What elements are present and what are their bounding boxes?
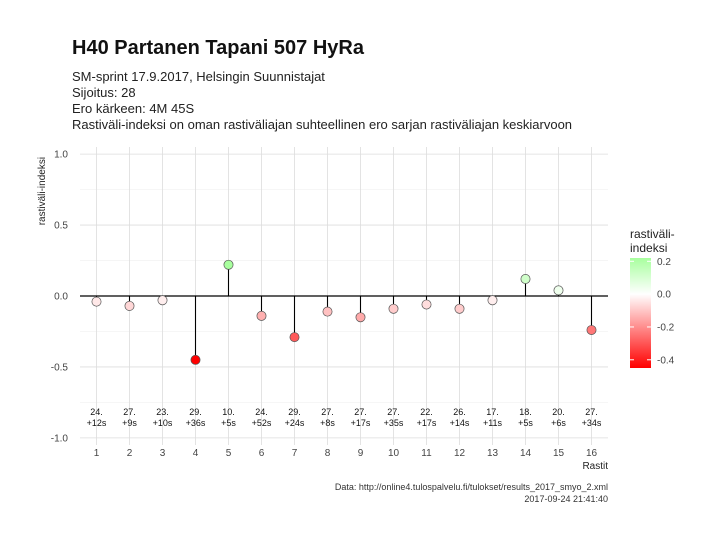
chart-header: H40 Partanen Tapani 507 HyRa SM-sprint 1… (72, 37, 572, 132)
subtitle-line-2: Sijoitus: 28 (72, 85, 136, 100)
point-rank-label: 27. (585, 407, 598, 417)
point-rank-label: 24. (90, 407, 103, 417)
point-diff-label: +24s (285, 418, 305, 428)
color-legend: rastiväli-indeksi 0.2 0.0 -0.2 -0.4 (630, 227, 675, 368)
subtitle-line-1: SM-sprint 17.9.2017, Helsingin Suunnista… (72, 69, 325, 84)
data-point (223, 259, 234, 270)
point-rank-label: 29. (189, 407, 202, 417)
y-tick-label: 1.0 (54, 150, 68, 161)
point-diff-label: +6s (551, 418, 566, 428)
x-tick-label: 13 (487, 448, 499, 459)
data-point (157, 295, 168, 306)
point-rank-label: 27. (354, 407, 367, 417)
legend-title-line-1: rastiväli- (630, 227, 675, 241)
data-point (91, 296, 102, 307)
point-rank-label: 17. (486, 407, 499, 417)
point-rank-label: 18. (519, 407, 532, 417)
point-diff-label: +36s (186, 418, 206, 428)
y-tick-label: -1.0 (51, 433, 69, 444)
data-point (355, 312, 366, 323)
data-point (520, 274, 531, 284)
point-diff-label: +52s (252, 418, 272, 428)
point-rank-label: 29. (288, 407, 301, 417)
point-rank-label: 27. (321, 407, 334, 417)
x-tick-label: 8 (325, 448, 331, 459)
data-point (190, 354, 201, 365)
chart-title: H40 Partanen Tapani 507 HyRa (72, 37, 365, 59)
x-tick-label: 7 (292, 448, 298, 459)
x-tick-label: 15 (553, 448, 565, 459)
legend-colorbar (630, 258, 651, 368)
x-tick-label: 9 (358, 448, 364, 459)
point-diff-label: +35s (384, 418, 404, 428)
point-diff-label: +12s (87, 418, 107, 428)
y-tick-label: 0.0 (54, 292, 68, 303)
x-axis-title: Rastit (582, 461, 608, 472)
chart-caption: Data: http://online4.tulospalvelu.fi/tul… (335, 482, 608, 504)
point-rank-label: 26. (453, 407, 466, 417)
legend-tick-label: -0.2 (657, 322, 675, 333)
data-point (256, 310, 267, 321)
data-point (124, 300, 135, 311)
data-point (487, 295, 498, 306)
data-point (289, 332, 300, 343)
point-diff-label: +11s (483, 418, 503, 428)
x-tick-label: 2 (127, 448, 133, 459)
y-tick-label: -0.5 (51, 362, 69, 373)
point-rank-label: 27. (123, 407, 136, 417)
point-rank-label: 23. (156, 407, 169, 417)
subtitle-line-3: Ero kärkeen: 4M 45S (72, 101, 194, 116)
point-diff-label: +5s (221, 418, 236, 428)
caption-timestamp: 2017-09-24 21:41:40 (524, 494, 608, 504)
x-tick-label: 11 (421, 448, 432, 459)
data-point (586, 325, 597, 336)
point-rank-label: 27. (387, 407, 400, 417)
data-point (421, 299, 432, 310)
point-rank-label: 10. (222, 407, 235, 417)
x-tick-label: 14 (520, 448, 532, 459)
x-tick-label: 3 (160, 448, 166, 459)
point-diff-label: +17s (351, 418, 371, 428)
point-diff-label: +5s (518, 418, 533, 428)
plot-area: 1.00.50.0-0.5-1.01 2 3 4 5 6 7 8 9 10 11 12 13 14 15 16… (37, 147, 608, 472)
point-rank-label: 24. (255, 407, 268, 417)
point-rank-label: 20. (552, 407, 565, 417)
x-tick-label: 1 (94, 448, 100, 459)
point-diff-label: +17s (417, 418, 437, 428)
x-tick-label: 4 (193, 448, 199, 459)
x-tick-label: 5 (226, 448, 232, 459)
point-diff-label: +9s (122, 418, 137, 428)
data-point (322, 306, 333, 317)
x-tick-label: 6 (259, 448, 265, 459)
legend-title-line-2: indeksi (630, 241, 667, 255)
point-diff-label: +34s (582, 418, 602, 428)
point-rank-label: 22. (420, 407, 433, 417)
y-tick-label: 0.5 (54, 221, 68, 232)
x-tick-label: 16 (586, 448, 598, 459)
point-diff-label: +10s (153, 418, 173, 428)
data-point (553, 285, 564, 296)
data-point (454, 303, 465, 314)
y-axis-title: rastiväli-indeksi (37, 157, 48, 225)
data-point (388, 303, 399, 314)
legend-tick-label: 0.2 (657, 257, 671, 268)
x-tick-label: 12 (454, 448, 466, 459)
x-tick-label: 10 (388, 448, 400, 459)
point-diff-label: +14s (450, 418, 470, 428)
subtitle-line-4: Rastiväli-indeksi on oman rastiväliajan … (72, 117, 572, 132)
legend-tick-label: 0.0 (657, 290, 671, 301)
caption-source: Data: http://online4.tulospalvelu.fi/tul… (335, 482, 608, 492)
legend-tick-label: -0.4 (657, 355, 675, 366)
point-diff-label: +8s (320, 418, 335, 428)
